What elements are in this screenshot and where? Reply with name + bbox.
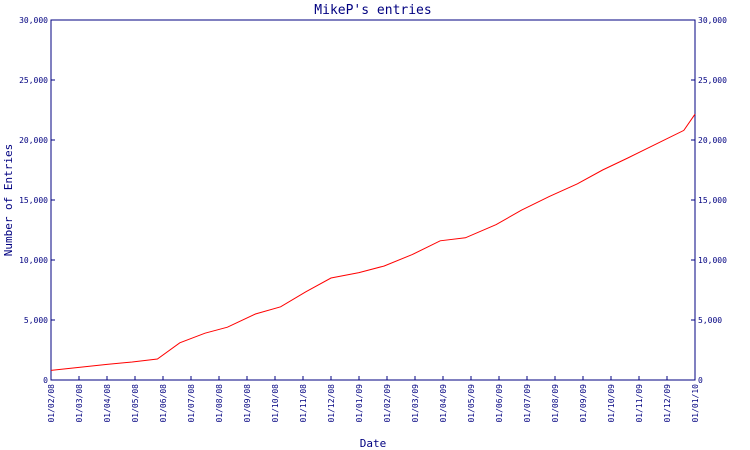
x-tick-label: 01/06/09 bbox=[495, 384, 504, 423]
x-tick-label: 01/07/08 bbox=[187, 384, 196, 423]
x-tick-label: 01/02/08 bbox=[47, 384, 56, 423]
x-tick-label: 01/11/09 bbox=[635, 384, 644, 423]
chart-title: MikeP's entries bbox=[314, 3, 431, 18]
x-tick-label: 01/04/08 bbox=[103, 384, 112, 423]
x-tick-label: 01/12/08 bbox=[327, 384, 336, 423]
y-tick-label-left: 15,000 bbox=[19, 196, 48, 205]
x-tick-label: 01/12/09 bbox=[663, 384, 672, 423]
x-tick-label: 01/03/09 bbox=[411, 384, 420, 423]
y-axis-title: Number of Entries bbox=[2, 144, 15, 257]
y-axis-right: 0 5,000 10,000 15,000 20,000 25,000 30,000 bbox=[691, 16, 727, 385]
y-tick-label-left: 0 bbox=[43, 376, 48, 385]
x-tick-label: 01/11/08 bbox=[299, 384, 308, 423]
x-tick-label: 01/10/09 bbox=[607, 384, 616, 423]
x-tick-label: 01/06/08 bbox=[159, 384, 168, 423]
x-tick-label: 01/03/08 bbox=[75, 384, 84, 423]
y-tick-label-right: 25,000 bbox=[698, 76, 727, 85]
x-tick-label: 01/04/09 bbox=[439, 384, 448, 423]
x-axis: 01/02/08 01/03/08 01/04/08 01/05/08 01/06/08… bbox=[47, 376, 700, 423]
plot-frame bbox=[50, 19, 696, 381]
y-tick-label-left: 5,000 bbox=[24, 316, 48, 325]
x-tick-label: 01/08/08 bbox=[215, 384, 224, 423]
y-tick-label-right: 10,000 bbox=[698, 256, 727, 265]
x-tick-label: 01/07/09 bbox=[523, 384, 532, 423]
x-tick-label: 01/01/10 bbox=[691, 384, 700, 423]
x-tick-label: 01/01/09 bbox=[355, 384, 364, 423]
series-line bbox=[50, 113, 696, 371]
y-tick-label-left: 10,000 bbox=[19, 256, 48, 265]
series-lines bbox=[50, 113, 696, 371]
x-axis-title: Date bbox=[360, 437, 387, 450]
y-axis-left: 0 5,000 10,000 15,000 20,000 25,000 30,000 bbox=[19, 16, 55, 385]
y-tick-label-right: 30,000 bbox=[698, 16, 727, 25]
y-tick-label-left: 25,000 bbox=[19, 76, 48, 85]
y-tick-label-left: 30,000 bbox=[19, 16, 48, 25]
y-tick-label-right: 0 bbox=[698, 376, 703, 385]
y-tick-label-right: 5,000 bbox=[698, 316, 722, 325]
x-tick-label: 01/09/09 bbox=[579, 384, 588, 423]
x-tick-label: 01/10/08 bbox=[271, 384, 280, 423]
x-tick-label: 01/02/09 bbox=[383, 384, 392, 423]
x-tick-label: 01/05/08 bbox=[131, 384, 140, 423]
y-tick-label-left: 20,000 bbox=[19, 136, 48, 145]
x-tick-label: 01/09/08 bbox=[243, 384, 252, 423]
y-tick-label-right: 20,000 bbox=[698, 136, 727, 145]
x-tick-label: 01/08/09 bbox=[551, 384, 560, 423]
y-tick-label-right: 15,000 bbox=[698, 196, 727, 205]
x-tick-label: 01/05/09 bbox=[467, 384, 476, 423]
